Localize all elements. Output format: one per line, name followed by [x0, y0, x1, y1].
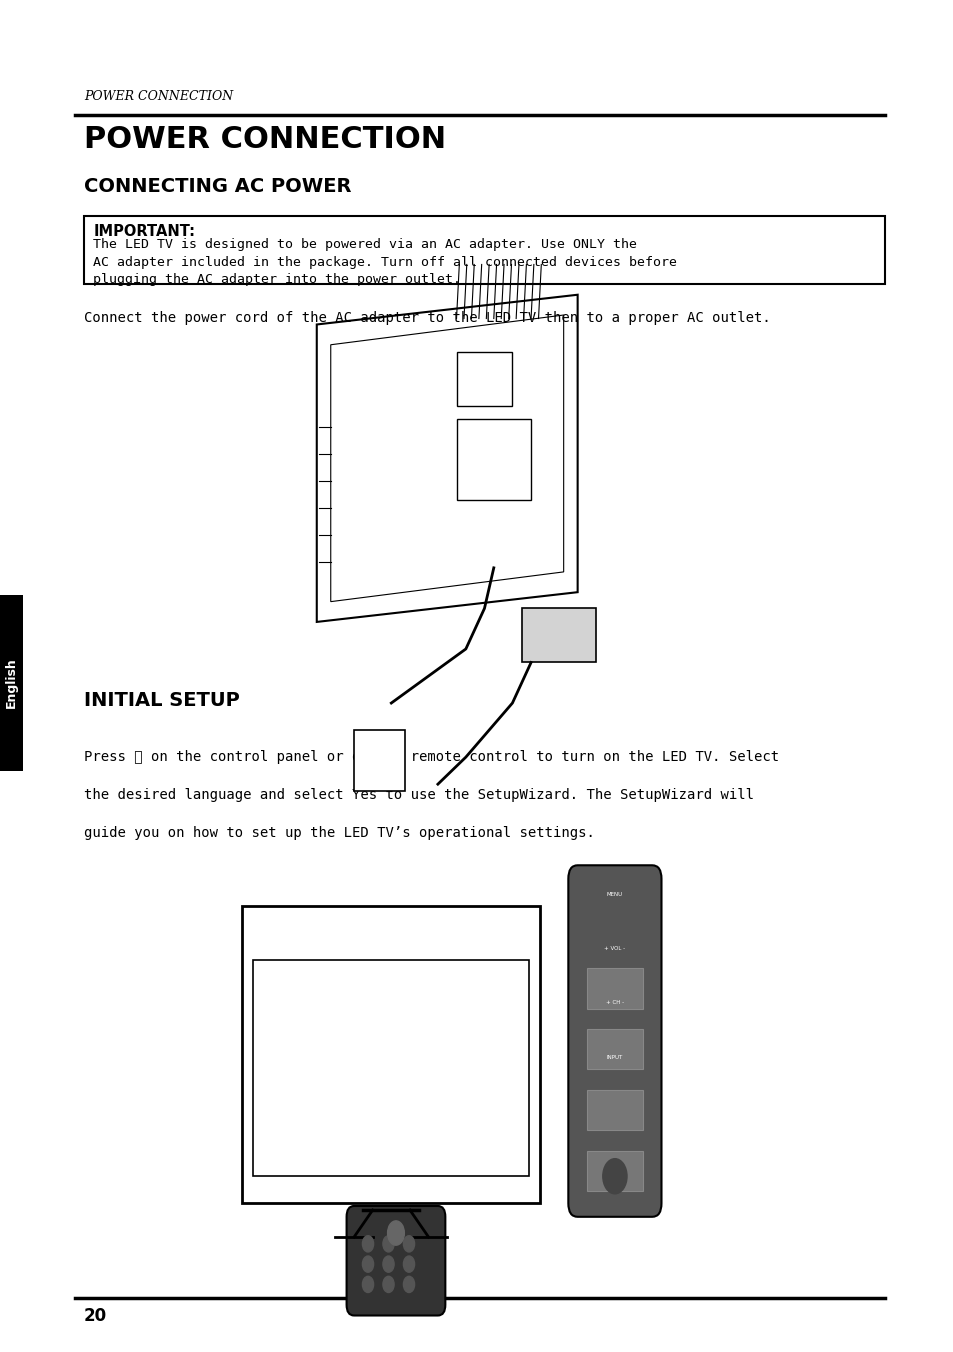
FancyBboxPatch shape — [568, 865, 660, 1217]
Bar — [586, 1029, 642, 1069]
Bar — [456, 352, 512, 406]
Text: Connect the power cord of the AC adapter to the LED TV then to a proper AC outle: Connect the power cord of the AC adapter… — [84, 311, 770, 324]
Circle shape — [403, 1276, 415, 1293]
Bar — [84, 216, 884, 284]
Text: INITIAL SETUP: INITIAL SETUP — [84, 691, 239, 710]
Bar — [253, 960, 529, 1176]
Circle shape — [403, 1256, 415, 1272]
Circle shape — [382, 1256, 394, 1272]
Bar — [0, 595, 23, 771]
Circle shape — [362, 1276, 374, 1293]
FancyBboxPatch shape — [346, 1206, 445, 1315]
Text: POWER CONNECTION: POWER CONNECTION — [84, 126, 445, 154]
Bar — [586, 1151, 642, 1191]
Text: + CH -: + CH - — [605, 1000, 623, 1006]
Text: MENU: MENU — [606, 892, 622, 898]
Bar — [456, 419, 531, 500]
Circle shape — [362, 1236, 374, 1252]
Circle shape — [382, 1236, 394, 1252]
Circle shape — [387, 1221, 404, 1245]
Text: guide you on how to set up the LED TV’s operational settings.: guide you on how to set up the LED TV’s … — [84, 826, 594, 840]
Text: Press ⏻ on the control panel or on the remote control to turn on the LED TV. Sel: Press ⏻ on the control panel or on the r… — [84, 750, 779, 764]
Bar — [586, 968, 642, 1009]
Circle shape — [602, 1159, 626, 1194]
Circle shape — [403, 1236, 415, 1252]
Text: plugging the AC adapter into the power outlet.: plugging the AC adapter into the power o… — [93, 273, 460, 287]
Text: The LED TV is designed to be powered via an AC adapter. Use ONLY the: The LED TV is designed to be powered via… — [93, 238, 637, 251]
Text: + VOL -: + VOL - — [603, 946, 625, 952]
Text: 20: 20 — [84, 1307, 107, 1325]
Text: POWER CONNECTION: POWER CONNECTION — [84, 89, 233, 103]
Bar — [354, 730, 405, 791]
Text: CONNECTING AC POWER: CONNECTING AC POWER — [84, 177, 351, 196]
Text: INPUT: INPUT — [606, 1055, 622, 1060]
Circle shape — [362, 1256, 374, 1272]
Text: AC adapter included in the package. Turn off all connected devices before: AC adapter included in the package. Turn… — [93, 256, 677, 269]
Text: English: English — [5, 657, 18, 708]
Bar — [586, 1090, 642, 1130]
Text: IMPORTANT:: IMPORTANT: — [93, 224, 195, 239]
Bar — [242, 906, 539, 1203]
Bar — [521, 608, 596, 662]
Circle shape — [382, 1276, 394, 1293]
Text: the desired language and select Yes to use the SetupWizard. The SetupWizard will: the desired language and select Yes to u… — [84, 788, 753, 802]
